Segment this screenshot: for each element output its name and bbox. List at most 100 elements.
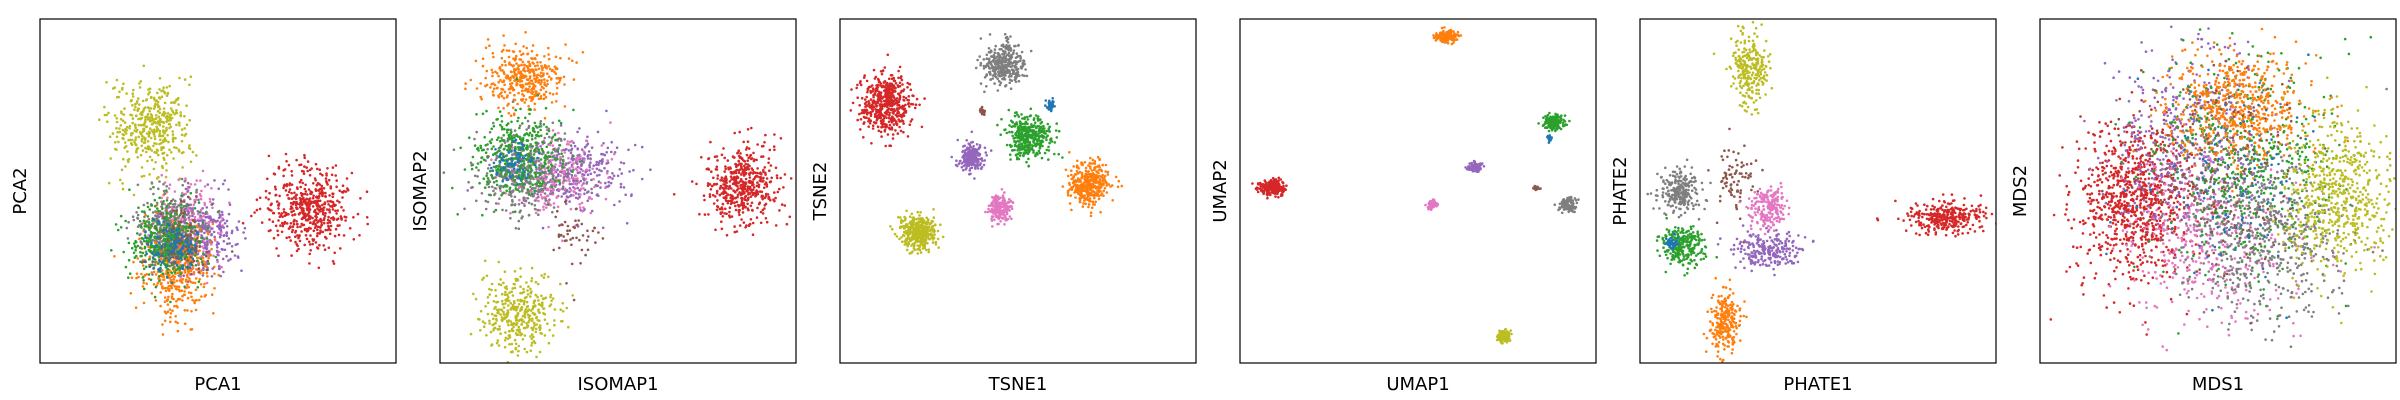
point: [502, 310, 505, 314]
point: [552, 248, 555, 252]
point: [530, 192, 534, 196]
point: [316, 221, 319, 224]
point: [495, 151, 499, 154]
point: [524, 116, 527, 120]
point: [165, 230, 169, 233]
point: [619, 185, 623, 189]
point: [154, 210, 157, 213]
point: [185, 278, 188, 282]
point: [293, 218, 296, 222]
point: [142, 281, 145, 285]
point: [585, 139, 588, 142]
point: [153, 254, 157, 257]
point: [152, 267, 155, 270]
point: [160, 196, 163, 200]
point: [148, 208, 151, 211]
point: [552, 147, 556, 151]
point: [490, 147, 494, 151]
point: [313, 210, 316, 213]
point: [506, 337, 510, 341]
point: [128, 272, 132, 276]
subplot-panels: PCA1PCA2ISOMAP1ISOMAP2TSNE1TSNE2UMAP1UMA…: [10, 18, 2397, 395]
point: [492, 55, 495, 59]
point: [501, 69, 504, 72]
point: [168, 126, 171, 130]
point: [575, 61, 578, 64]
point: [218, 235, 222, 239]
point: [556, 157, 559, 161]
point: [325, 174, 328, 177]
cluster-7: [143, 217, 200, 285]
point: [182, 274, 185, 278]
point: [153, 295, 157, 299]
point: [509, 157, 513, 160]
point: [344, 190, 348, 193]
point: [573, 177, 577, 181]
point: [173, 285, 177, 288]
point: [221, 182, 225, 186]
point: [190, 248, 193, 252]
point: [305, 166, 309, 169]
point: [305, 237, 309, 241]
point: [314, 162, 318, 166]
point: [508, 193, 511, 196]
point: [281, 215, 284, 219]
point: [204, 222, 208, 225]
point: [506, 148, 509, 152]
point: [179, 199, 183, 203]
point: [579, 262, 582, 265]
point: [518, 190, 521, 193]
point: [258, 207, 262, 211]
point: [588, 163, 591, 167]
point: [177, 215, 180, 219]
point: [606, 185, 610, 188]
point: [558, 181, 562, 184]
point: [559, 233, 563, 237]
point: [311, 216, 314, 220]
point: [530, 277, 534, 280]
point: [154, 204, 157, 208]
point: [203, 241, 206, 245]
point: [223, 222, 227, 225]
point: [318, 199, 322, 203]
point: [533, 171, 536, 175]
point: [188, 218, 191, 222]
point: [125, 125, 129, 129]
point: [308, 197, 312, 200]
point: [548, 135, 551, 139]
point: [585, 182, 588, 185]
point: [185, 123, 189, 127]
point: [559, 124, 563, 127]
point: [551, 297, 555, 300]
point: [185, 242, 189, 245]
point: [547, 46, 550, 50]
point: [532, 74, 536, 77]
point: [328, 194, 331, 197]
point: [153, 264, 156, 267]
point: [590, 191, 594, 195]
point: [150, 292, 154, 295]
point: [172, 250, 175, 254]
point: [490, 282, 494, 286]
point: [158, 88, 161, 91]
point: [356, 212, 360, 216]
point: [142, 174, 146, 178]
point: [165, 120, 168, 123]
point: [551, 129, 555, 132]
point: [548, 143, 552, 147]
point: [316, 204, 319, 208]
point: [170, 215, 173, 218]
point: [475, 87, 479, 90]
point: [517, 116, 520, 120]
point: [139, 80, 143, 83]
point: [514, 57, 517, 60]
point: [334, 164, 338, 167]
point: [508, 63, 511, 66]
point: [122, 113, 126, 116]
point: [494, 166, 498, 169]
point: [488, 293, 492, 296]
point: [332, 203, 336, 206]
point: [567, 325, 570, 329]
point: [145, 240, 148, 243]
point: [306, 160, 310, 163]
